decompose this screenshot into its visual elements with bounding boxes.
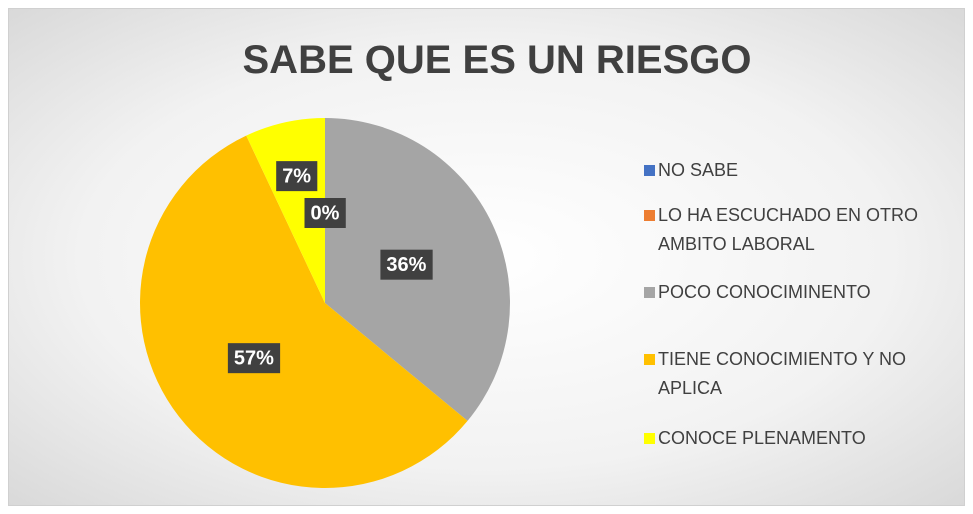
legend-entry: TIENE CONOCIMIENTO Y NO APLICA — [644, 345, 964, 403]
legend-entry: CONOCE PLENAMENTO — [644, 424, 964, 453]
legend-entry: NO SABE — [644, 156, 964, 185]
data-label: 0% — [304, 198, 346, 228]
chart-title: SABE QUE ES UN RIESGO — [243, 38, 752, 82]
legend-label: CONOCE PLENAMENTO — [658, 428, 866, 448]
legend-label: TIENE CONOCIMIENTO Y NO APLICA — [658, 349, 907, 398]
data-label-box — [276, 161, 318, 192]
legend-swatch — [644, 287, 655, 298]
data-label-box — [227, 343, 281, 374]
legend-entry: POCO CONOCIMINENTO — [644, 278, 964, 307]
data-label-box — [304, 198, 346, 228]
legend-label: POCO CONOCIMINENTO — [658, 282, 871, 302]
data-label-text: 57% — [234, 347, 274, 369]
data-label: 7% — [276, 161, 318, 192]
data-label-text: 0% — [311, 202, 340, 224]
legend-label: NO SABE — [658, 160, 739, 180]
legend-swatch — [644, 354, 655, 365]
data-label: 57% — [227, 343, 281, 374]
data-label-text: 7% — [282, 165, 311, 187]
legend-label: LO HA ESCUCHADO EN OTRO AMBITO LABORAL — [658, 205, 919, 254]
legend-entry: LO HA ESCUCHADO EN OTRO AMBITO LABORAL — [644, 201, 964, 259]
legend-swatch — [644, 433, 655, 444]
pie-slice — [140, 135, 468, 488]
legend-swatch — [644, 165, 655, 176]
data-label: 36% — [380, 249, 433, 280]
legend-swatch — [644, 210, 655, 221]
data-label-text: 36% — [386, 254, 426, 276]
data-label-box — [380, 249, 433, 280]
